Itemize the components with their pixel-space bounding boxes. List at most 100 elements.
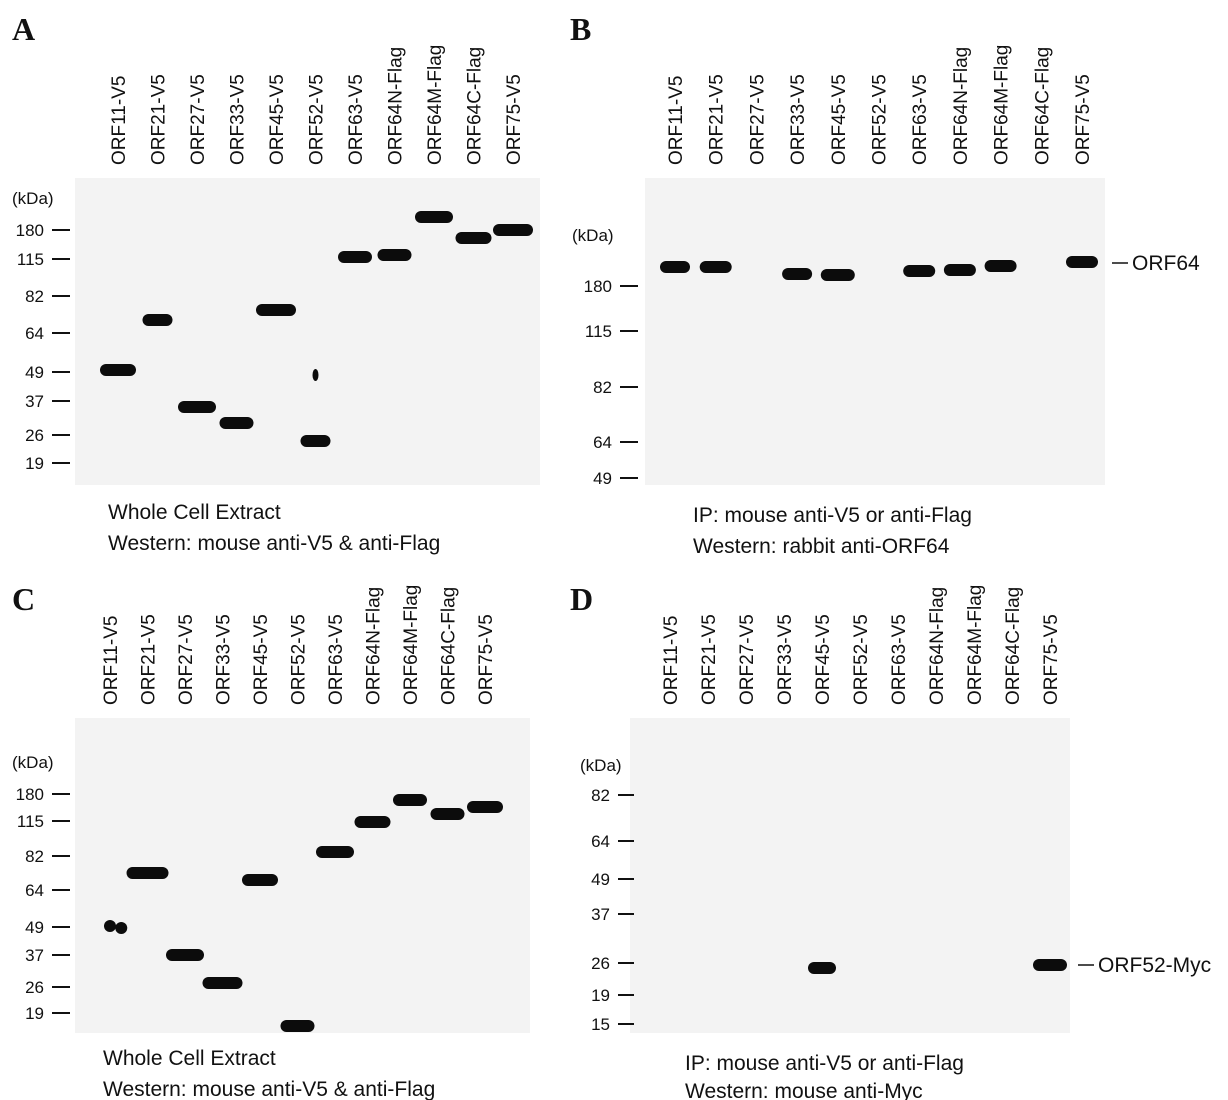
- marker-label: 26: [25, 426, 44, 445]
- lane-label: ORF33-V5: [775, 614, 796, 705]
- lane-label: ORF64M-Flag: [992, 45, 1013, 165]
- band: [242, 874, 278, 886]
- panel: B ORF11-V5 ORF21-V5 ORF27-V5 ORF33-V5 ORF45-V…: [570, 11, 1200, 558]
- lane-label: ORF64C-Flag: [1003, 587, 1024, 705]
- lane-label: ORF27-V5: [176, 614, 197, 705]
- lane-label: ORF64M-Flag: [401, 585, 422, 705]
- lane-label: ORF27-V5: [737, 614, 758, 705]
- lane-label: ORF64C-Flag: [1032, 47, 1053, 165]
- band: [354, 816, 391, 828]
- marker-label: 82: [591, 786, 610, 805]
- band: [300, 435, 331, 447]
- panel-letter: D: [570, 581, 593, 617]
- unit-label: (kDa): [572, 226, 614, 245]
- lane-label: ORF33-V5: [228, 74, 249, 165]
- lane-label: ORF45-V5: [813, 614, 834, 705]
- panel-letter: A: [12, 11, 35, 47]
- lane-label: ORF64C-Flag: [439, 587, 460, 705]
- lane-label: ORF64N-Flag: [951, 47, 972, 165]
- lane-label: ORF45-V5: [251, 614, 272, 705]
- band: [393, 794, 427, 806]
- marker-label: 37: [25, 392, 44, 411]
- lane-label: ORF64N-Flag: [386, 47, 407, 165]
- lane-label: ORF33-V5: [214, 614, 235, 705]
- panel-letter: C: [12, 581, 35, 617]
- panel-letter: B: [570, 11, 591, 47]
- lane-label: ORF45-V5: [267, 74, 288, 165]
- band: [115, 922, 128, 934]
- marker-label: 180: [16, 785, 44, 804]
- lane-label: ORF75-V5: [1041, 614, 1062, 705]
- lane-label: ORF63-V5: [346, 74, 367, 165]
- band: [415, 211, 453, 223]
- panel: A ORF11-V5 ORF21-V5 ORF27-V5 ORF33-V5 ORF45-V…: [12, 11, 540, 555]
- band-label: ORF52-Myc: [1098, 954, 1211, 977]
- marker-label: 26: [591, 954, 610, 973]
- band: [178, 401, 216, 413]
- marker-label: 180: [584, 277, 612, 296]
- band: [984, 260, 1017, 272]
- marker-label: 49: [593, 469, 612, 488]
- band: [430, 808, 465, 820]
- band: [142, 314, 173, 326]
- marker-label: 37: [25, 946, 44, 965]
- marker-label: 26: [25, 978, 44, 997]
- lane-label: ORF52-V5: [307, 74, 328, 165]
- caption: Western: mouse anti-Myc: [685, 1080, 923, 1100]
- marker-label: 82: [593, 378, 612, 397]
- lane-label: ORF27-V5: [188, 74, 209, 165]
- band: [100, 364, 136, 376]
- band: [104, 920, 116, 932]
- lane-label: ORF75-V5: [1073, 74, 1094, 165]
- lane-label: ORF21-V5: [149, 74, 170, 165]
- marker-label: 49: [591, 870, 610, 889]
- band: [1066, 256, 1098, 268]
- marker-label: 49: [25, 363, 44, 382]
- marker-label: 64: [25, 324, 44, 343]
- band: [202, 977, 243, 989]
- lane-label: ORF11-V5: [666, 76, 687, 165]
- blot: [630, 718, 1070, 1033]
- caption: Whole Cell Extract: [108, 501, 281, 524]
- lane-label: ORF33-V5: [788, 74, 809, 165]
- lane-label: ORF63-V5: [889, 614, 910, 705]
- lane-label: ORF11-V5: [661, 616, 682, 705]
- marker-label: 82: [25, 287, 44, 306]
- marker-label: 19: [25, 1004, 44, 1023]
- band: [166, 949, 204, 961]
- band: [280, 1020, 315, 1032]
- marker-label: 37: [591, 905, 610, 924]
- band: [660, 261, 690, 273]
- band: [126, 867, 169, 879]
- lane-label: ORF27-V5: [747, 74, 768, 165]
- marker-label: 19: [25, 454, 44, 473]
- lane-label: ORF64C-Flag: [465, 47, 486, 165]
- marker-label: 49: [25, 918, 44, 937]
- lane-label: ORF21-V5: [707, 74, 728, 165]
- band-label: ORF64: [1132, 252, 1200, 275]
- lane-label: ORF75-V5: [504, 74, 525, 165]
- unit-label: (kDa): [12, 753, 54, 772]
- band: [219, 417, 254, 429]
- marker-label: 15: [591, 1015, 610, 1034]
- caption: IP: mouse anti-V5 or anti-Flag: [685, 1052, 964, 1075]
- lane-label: ORF11-V5: [101, 616, 122, 705]
- lane-label: ORF52-V5: [870, 74, 891, 165]
- caption: IP: mouse anti-V5 or anti-Flag: [693, 504, 972, 527]
- band: [903, 265, 936, 277]
- blot: [645, 178, 1105, 485]
- band: [377, 249, 412, 261]
- lane-label: ORF21-V5: [699, 614, 720, 705]
- caption: Western: mouse anti-V5 & anti-Flag: [108, 532, 440, 555]
- band: [467, 801, 503, 813]
- band: [1033, 959, 1067, 971]
- band: [312, 369, 319, 381]
- lane-label: ORF64N-Flag: [364, 587, 385, 705]
- marker-label: 115: [17, 812, 44, 831]
- band: [338, 251, 372, 263]
- band: [943, 264, 976, 276]
- band: [808, 962, 836, 974]
- lane-label: ORF64M-Flag: [965, 585, 986, 705]
- lane-label: ORF45-V5: [829, 74, 850, 165]
